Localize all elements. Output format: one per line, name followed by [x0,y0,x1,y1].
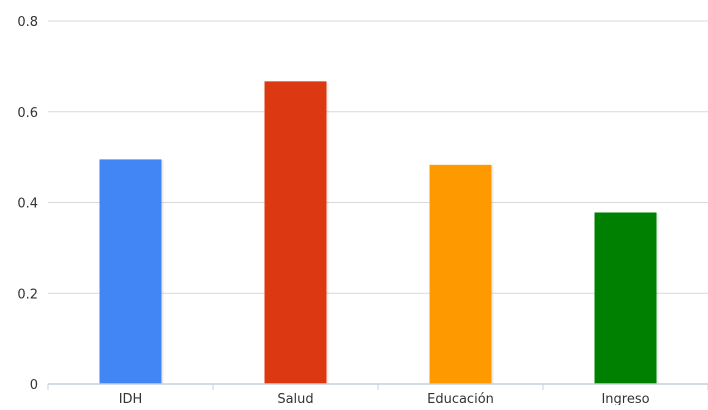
x-axis-labels: IDH Salud Educación Ingreso [119,392,650,407]
x-axis [47,383,708,390]
bar-idh[interactable] [99,159,162,384]
x-tick-label: IDH [119,392,143,405]
y-tick-label: 0.6 [17,106,38,121]
bar-salud[interactable] [264,81,327,384]
y-tick-label: 0.2 [17,287,38,302]
bar-educación[interactable] [429,164,492,384]
bar-ingreso[interactable] [594,212,657,384]
bars [99,81,659,384]
x-tick-label: Ingreso [601,392,649,405]
y-tick-label: 0.4 [17,197,38,212]
x-tick-label: Salud [277,392,313,405]
y-tick-label: 0 [30,378,38,393]
y-axis-ticks: 0 0.2 0.4 0.6 0.8 [17,15,38,393]
y-tick-label: 0.8 [17,15,38,30]
x-tick-label: Educación [427,392,494,405]
